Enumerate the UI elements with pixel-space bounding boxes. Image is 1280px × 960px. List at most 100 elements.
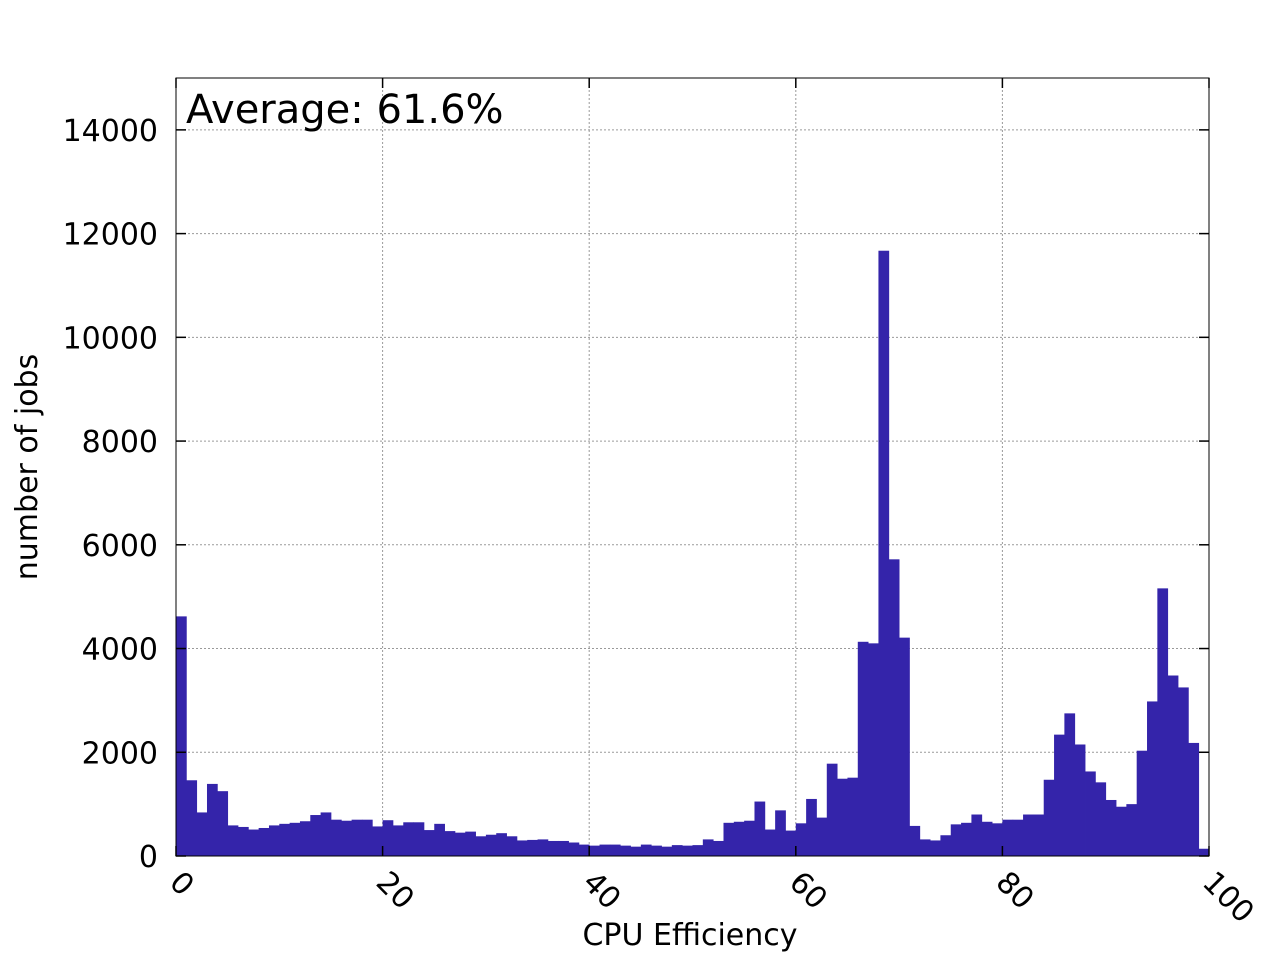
histogram-bar [475,836,487,856]
histogram-bar [1198,848,1210,856]
axis-ticks [175,78,1210,857]
histogram-bar [692,845,704,856]
histogram-bar [775,810,786,856]
y-tick-label: 14000 [63,114,158,149]
plot-frame [175,77,1210,857]
histogram-bar [950,824,962,856]
histogram-bar [206,783,218,856]
histogram-bar [351,819,363,856]
histogram-bar [651,845,662,856]
histogram-bar [186,780,198,856]
y-tick-labels: 0 2000 4000 6000 8000 10000 12000 14000 [63,114,158,875]
histogram-bar [341,820,353,856]
histogram-bar [930,840,941,856]
histogram-bar [1054,734,1065,856]
histogram-bar [1126,804,1138,856]
histogram-bar [1116,806,1127,856]
average-annotation: Average: 61.6% [186,87,504,133]
x-tick-label: 40 [576,865,628,917]
histogram-bar [744,820,755,856]
histogram-bar [609,844,621,856]
histogram-bar [888,559,900,856]
histogram-bar [217,791,229,856]
histogram-bar [909,825,921,856]
histogram-bar [279,823,291,856]
histogram-bar [1105,799,1117,856]
histogram-bar [702,839,714,856]
histogram-bar [320,812,332,856]
histogram-bar [237,826,249,856]
histogram-bar [682,845,693,856]
histogram-bar [196,812,208,856]
histogram-bar [413,822,425,856]
histogram-bar [444,831,456,856]
histogram-bar [227,825,239,856]
histogram-bar [847,777,859,856]
histogram-bar [568,842,580,856]
x-tick-label: 60 [782,865,834,917]
histogram-bar [1064,713,1076,856]
histogram-bar [1178,687,1189,856]
y-tick-label: 2000 [82,736,158,771]
histogram-bar [1167,675,1179,856]
histogram-bar [516,840,528,856]
histogram-bar [630,846,642,856]
histogram-bar [940,835,952,856]
histogram-bar [423,830,435,856]
histogram-bar [733,821,745,856]
histogram-bars [176,250,1210,857]
histogram-bar [1033,814,1045,856]
histogram-bar [826,763,838,856]
y-axis-title: number of jobs [10,354,45,580]
histogram-bar [971,814,983,856]
histogram-bar [795,823,807,856]
y-tick-label: 6000 [82,529,158,564]
histogram-bar [837,778,848,856]
histogram-bar [899,637,910,856]
histogram-bar [434,823,445,856]
histogram-bar [382,820,394,856]
histogram-bar [1002,819,1014,856]
histogram-bar [1023,814,1034,856]
histogram-bar [981,821,993,856]
histogram-bar [361,819,373,856]
y-tick-label: 12000 [63,218,158,253]
histogram-bar [661,846,673,856]
y-tick-label: 8000 [82,425,158,460]
histogram-bar [547,840,559,856]
histogram-bar [176,616,187,856]
y-tick-label: 10000 [63,321,158,356]
histogram-bar [1085,771,1096,856]
histogram-bar [527,839,538,856]
histogram-bar [558,840,569,856]
histogram-bar [299,821,311,856]
x-tick-label: 20 [369,865,421,917]
histogram-bar [1136,750,1148,856]
histogram-bar [713,840,724,856]
histogram-bar [465,831,476,856]
histogram-bar [620,845,631,856]
histogram-bar [806,798,817,856]
histogram-bar [1188,742,1200,856]
histogram-bar [330,819,342,856]
grid-lines [176,78,1209,856]
histogram-bar [392,825,404,856]
x-tick-label: 80 [989,865,1041,917]
histogram-bar [754,801,766,856]
histogram-bar [640,844,652,856]
histogram-bar [258,827,270,856]
histogram-bar [992,823,1003,856]
histogram-bar [403,822,414,856]
x-tick-label: 0 [162,865,200,903]
histogram-bar [485,834,497,856]
x-axis-title: CPU Efficiency [582,918,797,953]
histogram-bar [289,822,301,856]
histogram-bar [868,643,879,856]
histogram-bar [785,830,797,856]
histogram-bar [372,826,383,856]
histogram-bar [919,839,931,856]
histogram-bar [268,825,280,856]
histogram-bar [1157,588,1169,856]
histogram-bar [878,250,890,857]
